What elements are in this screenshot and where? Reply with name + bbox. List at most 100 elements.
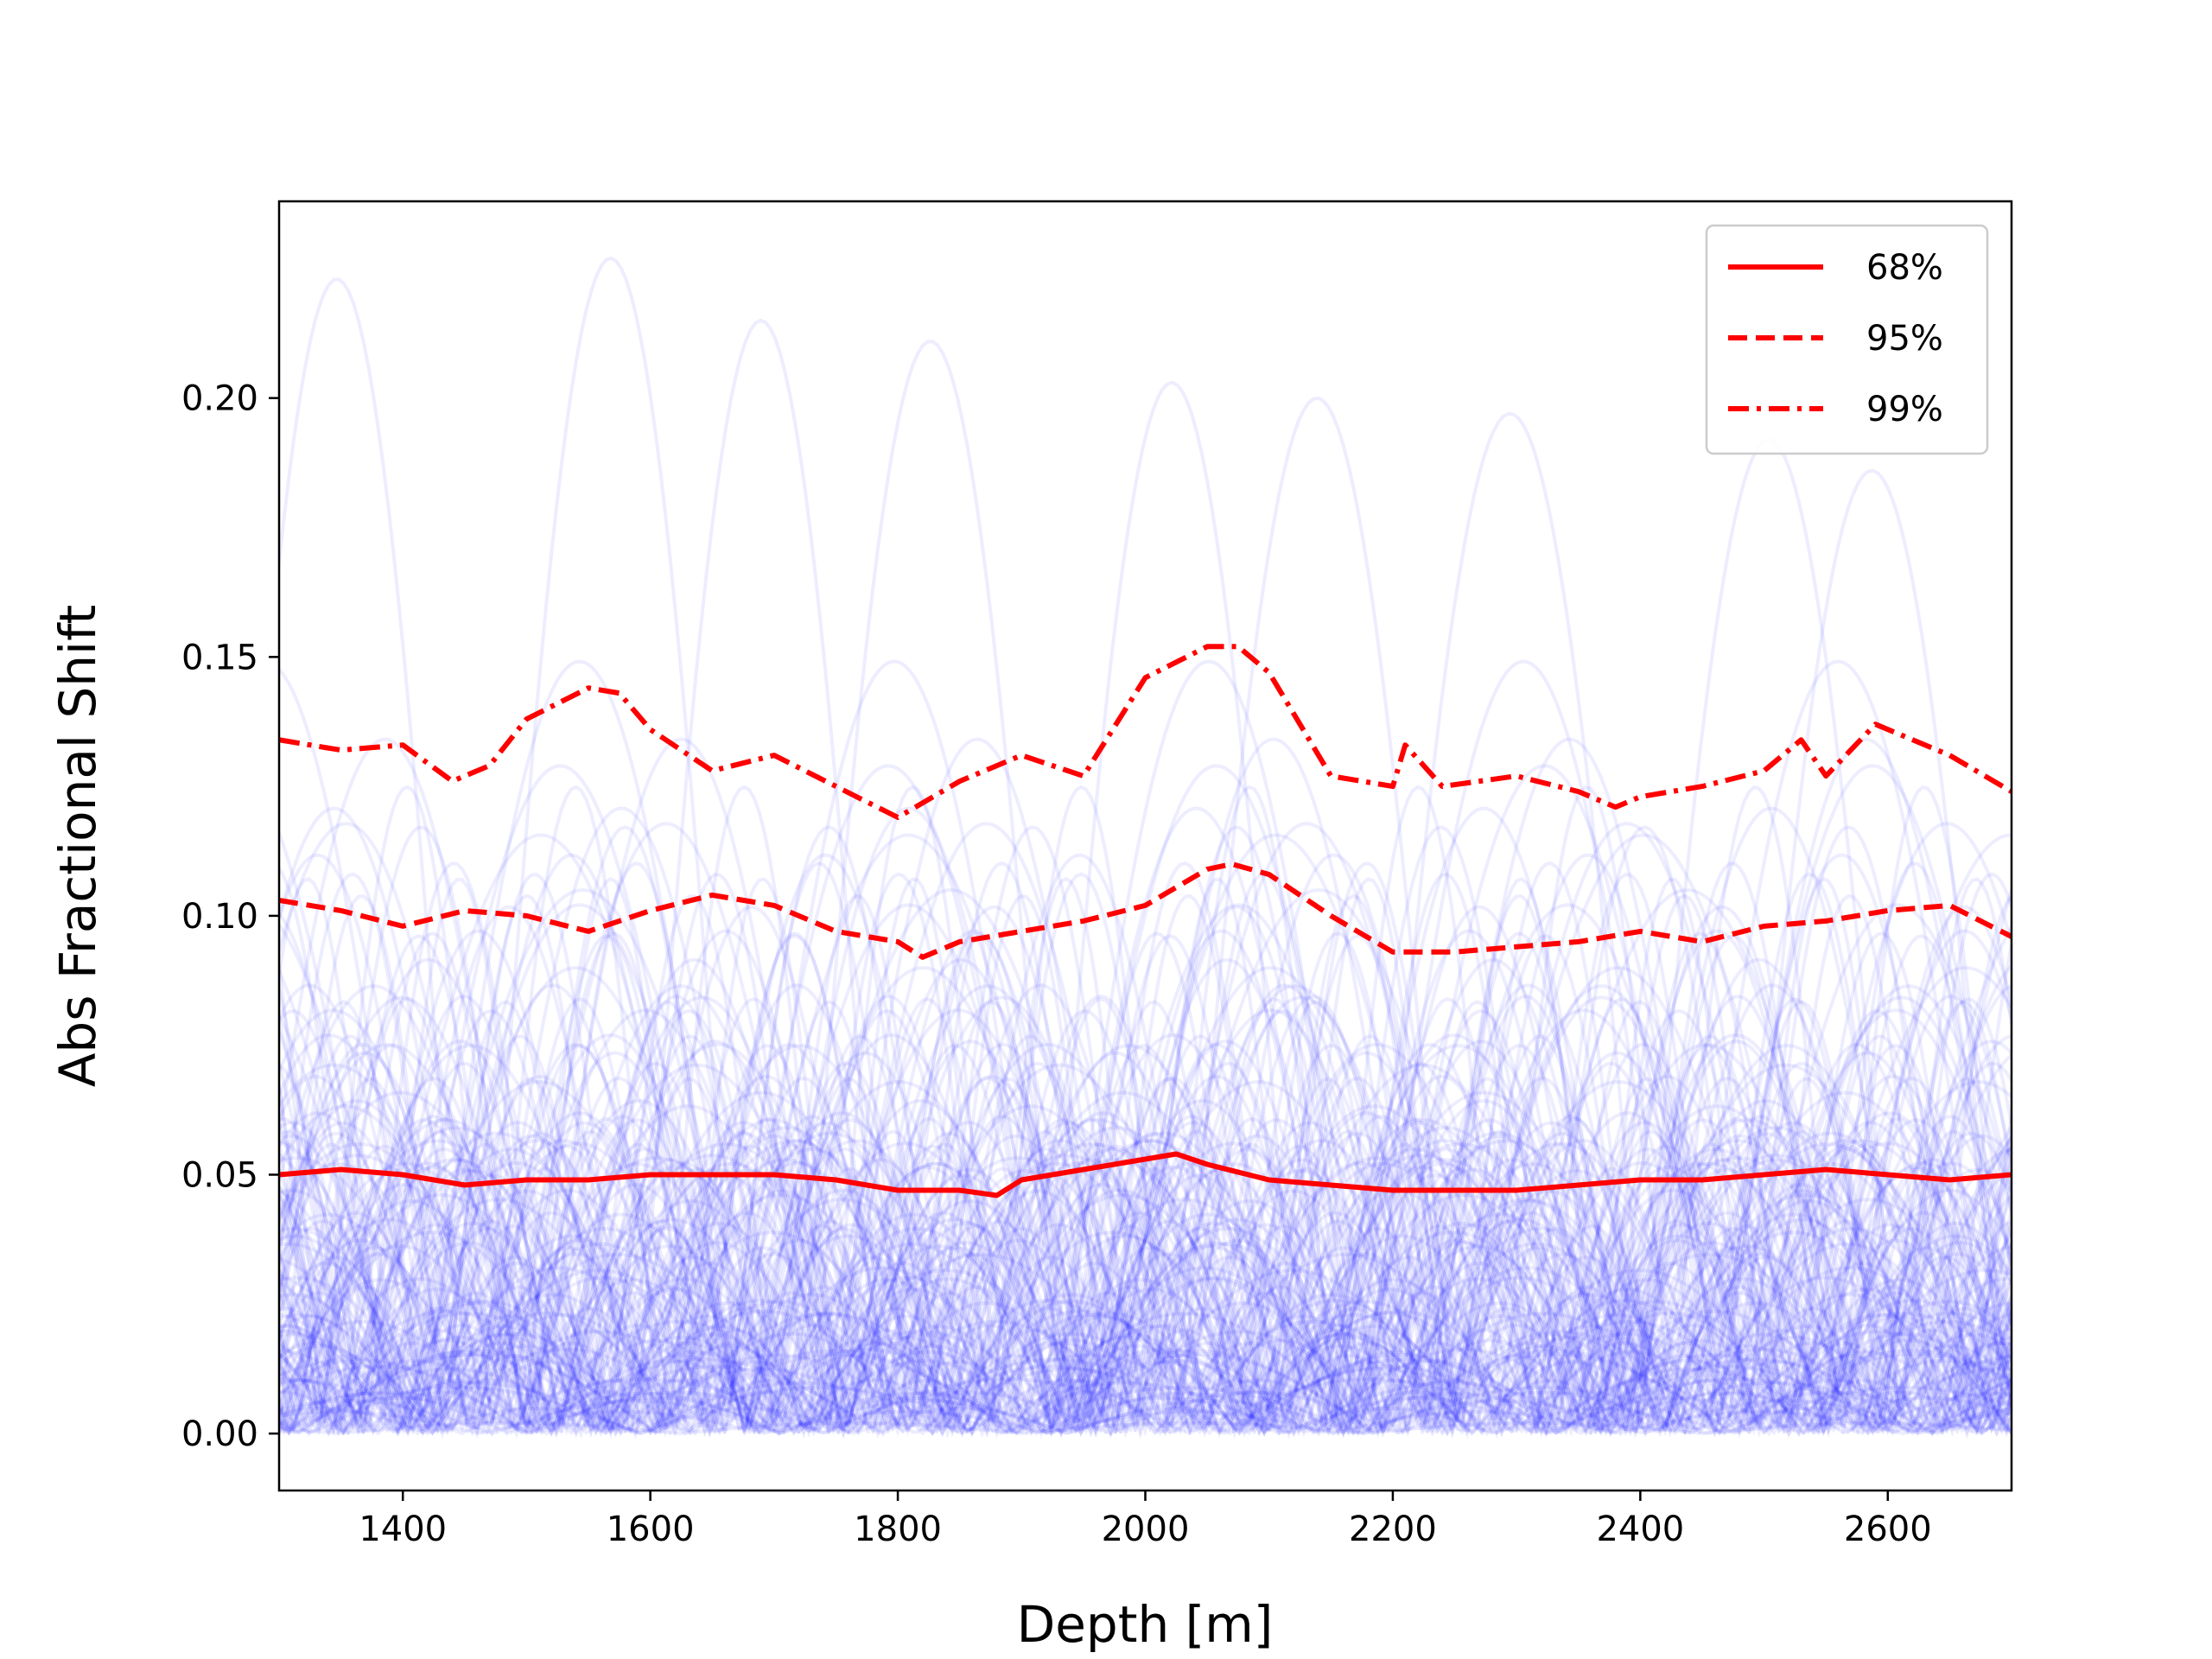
ensemble-curve — [279, 1118, 2012, 1438]
ensemble-curve — [279, 1131, 2012, 1439]
ensemble-curve — [279, 1138, 2012, 1440]
ensemble-peak-curve — [279, 277, 465, 1422]
ensemble-curve — [279, 833, 2012, 1434]
ensemble-curve — [279, 1335, 2012, 1436]
y-tick-label: 0.05 — [181, 1155, 258, 1195]
ensemble-curve — [279, 1353, 2012, 1435]
ensemble-curve — [279, 1350, 2012, 1436]
ensemble-peak-curve — [797, 340, 1064, 1434]
ensemble-curve — [279, 1141, 2012, 1437]
ensemble-curve — [279, 861, 2012, 1434]
ensemble-curve — [279, 903, 2012, 1433]
ensemble-curve — [279, 1224, 2012, 1439]
ensemble-curve — [279, 1226, 2012, 1434]
ensemble-curve — [279, 822, 2012, 1432]
ensemble-curve — [279, 1306, 2012, 1439]
ensemble-curve — [279, 1116, 2012, 1434]
ensemble-curve — [279, 1238, 2012, 1436]
ensemble-curve — [279, 1188, 2012, 1439]
ensemble-curve — [279, 1341, 2012, 1437]
ensemble-curve — [279, 1230, 2012, 1437]
ensemble-curve — [279, 1168, 2012, 1440]
legend-label: 95% — [1866, 319, 1943, 359]
ensemble-curve — [279, 887, 2012, 1437]
ensemble-curve — [279, 1234, 2012, 1438]
ensemble-curve — [279, 1147, 2012, 1438]
ensemble-layer — [279, 256, 2012, 1440]
ensemble-peak-curve — [1178, 396, 1454, 1434]
ensemble-curve — [279, 983, 2012, 1433]
ensemble-curve — [279, 1138, 2012, 1439]
series-layer — [279, 644, 2012, 1198]
ensemble-curve — [279, 1332, 2012, 1436]
ensemble-curve — [279, 1104, 2012, 1440]
ensemble-curve — [279, 1157, 2012, 1439]
y-tick-label: 0.10 — [181, 897, 258, 937]
ensemble-curve — [279, 1391, 2012, 1436]
ensemble-curve — [279, 1165, 2012, 1440]
ensemble-curve — [279, 764, 2012, 1432]
ensemble-curve — [279, 1421, 2012, 1436]
ensemble-curve — [279, 1217, 2012, 1438]
ensemble-curve — [279, 1221, 2012, 1439]
ensemble-curve — [279, 1120, 2012, 1437]
ensemble-peak-curve — [1368, 411, 1649, 1434]
x-axis-label: Depth [m] — [1017, 1595, 1274, 1654]
ensemble-curve — [279, 785, 2012, 1433]
ensemble-curve — [279, 1309, 2012, 1436]
ensemble-curve — [279, 1061, 2012, 1433]
ensemble-curve — [279, 1076, 2012, 1433]
ensemble-peak-curve — [634, 318, 887, 1434]
ensemble-curve — [279, 1139, 2012, 1439]
ensemble-curve — [279, 984, 2012, 1437]
ensemble-curve — [279, 1314, 2012, 1438]
ensemble-curve — [279, 997, 2012, 1427]
ensemble-curve — [279, 1044, 2012, 1427]
ensemble-curve — [279, 1189, 2012, 1438]
ensemble-curve — [279, 1126, 2012, 1438]
y-axis-ticks: 0.00 0.05 0.10 0.15 0.20 — [181, 379, 279, 1454]
ensemble-curve — [279, 1311, 2012, 1436]
ensemble-curve — [279, 1285, 2012, 1440]
ensemble-curve — [279, 1161, 2012, 1439]
x-tick-label: 2400 — [1596, 1510, 1684, 1549]
ensemble-curve — [279, 1328, 2012, 1438]
ensemble-curve — [279, 1277, 2012, 1438]
ensemble-curve — [279, 1323, 2012, 1436]
ensemble-peak-curve — [1042, 380, 1299, 1434]
ensemble-curve — [279, 1044, 2012, 1440]
x-tick-label: 1800 — [854, 1510, 942, 1549]
ensemble-curve — [279, 1160, 2012, 1439]
ensemble-peak-curve — [1737, 468, 2004, 1434]
ensemble-curve — [279, 1226, 2012, 1440]
ensemble-curve — [279, 872, 2012, 1433]
ensemble-curve — [279, 1324, 2012, 1437]
ensemble-curve — [279, 1033, 2012, 1438]
ensemble-curve — [279, 1395, 2012, 1436]
ensemble-curve — [279, 1098, 2012, 1440]
ensemble-curve — [279, 1111, 2012, 1440]
ensemble-curve — [279, 1353, 2012, 1437]
ensemble-curve — [279, 1278, 2012, 1437]
ensemble-curve — [279, 1162, 2012, 1437]
x-tick-label: 2200 — [1349, 1510, 1437, 1549]
ensemble-curve — [279, 893, 2012, 1434]
x-tick-label: 2000 — [1102, 1510, 1190, 1549]
ensemble-curve — [279, 1287, 2012, 1438]
ensemble-curve — [279, 1008, 2012, 1439]
ensemble-curve — [279, 1142, 2012, 1435]
ensemble-peak-curve — [480, 256, 737, 1434]
ensemble-curve — [279, 1349, 2012, 1436]
y-tick-label: 0.00 — [181, 1414, 258, 1454]
ensemble-curve — [279, 1358, 2012, 1436]
ensemble-curve — [279, 1330, 2012, 1435]
x-tick-label: 1600 — [607, 1510, 695, 1549]
ensemble-curve — [279, 1319, 2012, 1436]
ensemble-curve — [279, 876, 2012, 1434]
ensemble-curve — [279, 1252, 2012, 1439]
ensemble-curve — [279, 1268, 2012, 1436]
ensemble-curve — [279, 929, 2012, 1430]
ensemble-curve — [279, 1166, 2012, 1433]
y-axis-label: Abs Fractional Shift — [48, 605, 107, 1088]
